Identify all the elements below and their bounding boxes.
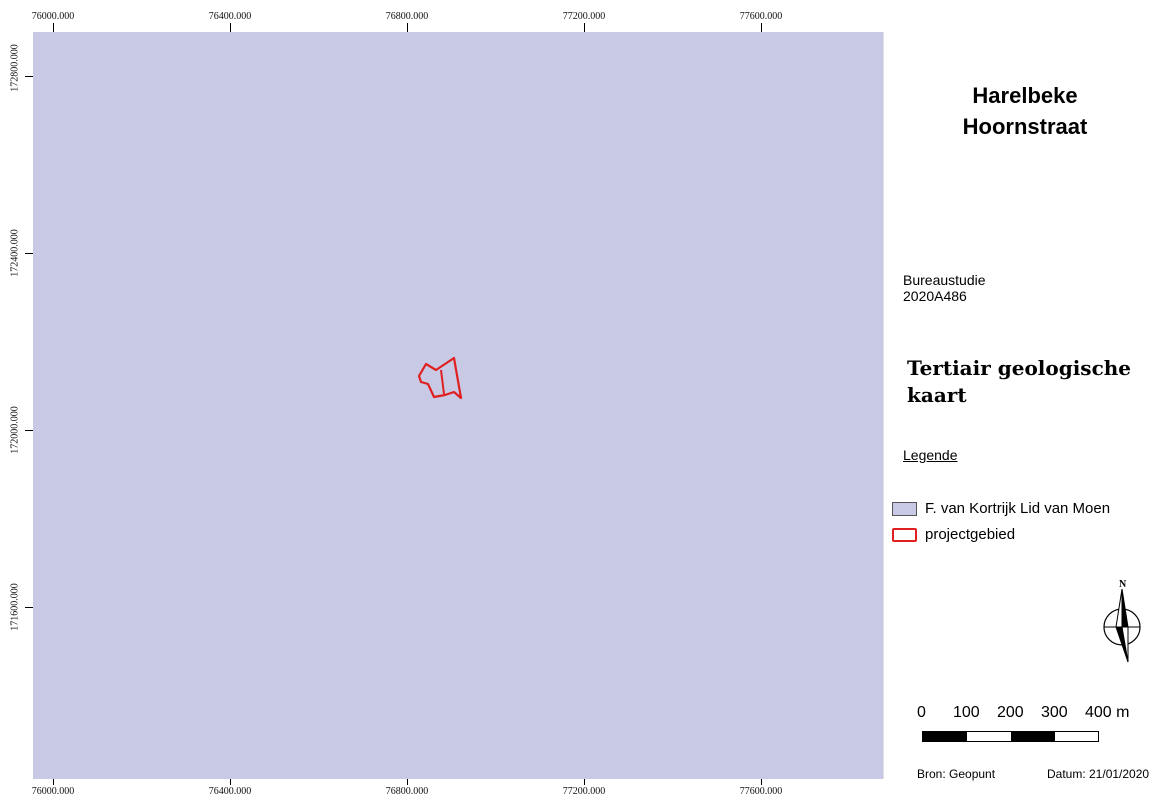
- x-tick: [230, 23, 231, 32]
- x-coordinate-label: 76400.000: [208, 786, 252, 797]
- x-coordinate-label: 77600.000: [739, 786, 783, 797]
- x-coordinate-label: 76000.000: [31, 11, 75, 22]
- x-tick: [407, 779, 408, 785]
- study-number: 2020A486: [903, 288, 967, 304]
- x-tick: [407, 23, 408, 32]
- scale-label: 100: [953, 704, 980, 721]
- x-tick: [584, 23, 585, 32]
- study-reference: Bureaustudie 2020A486: [903, 272, 986, 304]
- y-coordinate-label: 172800.000: [9, 44, 21, 92]
- legend-swatch-fill: [892, 501, 917, 516]
- scale-segment: [1011, 732, 1055, 741]
- legend-swatch-outline: [892, 527, 917, 542]
- y-tick: [25, 607, 33, 608]
- map-area[interactable]: [33, 32, 884, 779]
- y-coordinate-label: 171600.000: [9, 583, 21, 631]
- x-coordinate-label: 76000.000: [31, 786, 75, 797]
- study-type: Bureaustudie: [903, 272, 986, 288]
- map-location-title: Harelbeke Hoornstraat: [930, 80, 1120, 142]
- legend-label: projectgebied: [925, 526, 1016, 543]
- x-coordinate-label: 77200.000: [562, 786, 606, 797]
- x-tick: [584, 779, 585, 785]
- y-tick: [25, 253, 33, 254]
- y-tick: [25, 430, 33, 431]
- x-coordinate-label: 76400.000: [208, 11, 252, 22]
- x-tick: [761, 23, 762, 32]
- north-arrow: N: [1097, 575, 1147, 665]
- scale-label: 300: [1041, 704, 1068, 721]
- x-tick: [53, 779, 54, 785]
- scale-segment: [923, 732, 967, 741]
- project-area-outline: [417, 356, 463, 400]
- x-tick: [761, 779, 762, 785]
- scale-label: 200: [997, 704, 1024, 721]
- scale-segment: [1055, 732, 1098, 741]
- y-tick: [25, 76, 33, 77]
- scale-segment: [967, 732, 1011, 741]
- north-label: N: [1119, 579, 1127, 590]
- legend-heading: Legende: [903, 447, 958, 463]
- x-coordinate-label: 76800.000: [385, 11, 429, 22]
- x-tick: [230, 779, 231, 785]
- scale-bar: [922, 731, 1099, 742]
- source-credit: Bron: Geopunt: [917, 767, 996, 781]
- y-coordinate-label: 172400.000: [9, 229, 21, 277]
- map-theme-title: Tertiair geologische kaart: [907, 356, 1132, 407]
- x-coordinate-label: 77200.000: [562, 11, 606, 22]
- map-date: Datum: 21/01/2020: [1047, 767, 1150, 781]
- y-coordinate-label: 172000.000: [9, 406, 21, 454]
- x-coordinate-label: 76800.000: [385, 786, 429, 797]
- legend-label: F. van Kortrijk Lid van Moen: [925, 500, 1111, 517]
- scale-label: 400 m: [1085, 704, 1130, 721]
- x-coordinate-label: 77600.000: [739, 11, 783, 22]
- legend-item-formation: F. van Kortrijk Lid van Moen: [892, 500, 1110, 517]
- title-line-street: Hoornstraat: [962, 114, 1088, 139]
- project-polygon-inner: [440, 369, 445, 395]
- project-polygon: [417, 356, 463, 400]
- north-arrow-icon: N: [1103, 579, 1141, 663]
- scale-label: 0: [917, 704, 926, 721]
- legend-item-project-area: projectgebied: [892, 526, 1015, 543]
- x-tick: [53, 23, 54, 32]
- title-line-town: Harelbeke: [972, 83, 1078, 108]
